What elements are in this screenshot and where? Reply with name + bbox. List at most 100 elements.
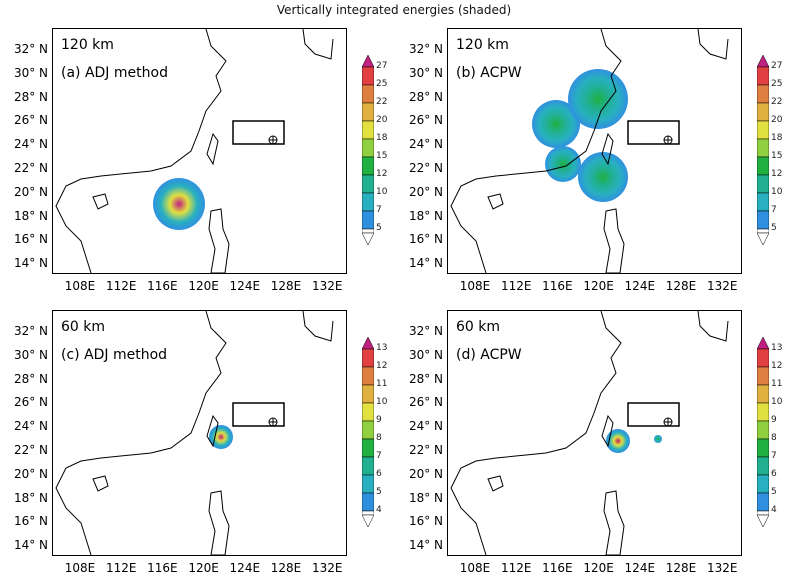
- lat-tick-label: 30° N: [408, 347, 443, 362]
- target-box: [232, 120, 285, 145]
- colorbar-tick-label: 9: [376, 415, 382, 425]
- lat-tick-label: 24° N: [13, 137, 48, 152]
- lat-tick-label: 32° N: [408, 42, 443, 56]
- lat-tick-label: 20° N: [13, 466, 48, 481]
- map-canvas: [450, 29, 729, 273]
- lon-tick-label: 128E: [270, 561, 302, 575]
- lon-tick-label: 116E: [147, 279, 178, 293]
- lat-tick-label: 14° N: [13, 256, 48, 271]
- colorbar-tick-label: 6: [771, 469, 777, 479]
- energy-shading: [209, 425, 233, 449]
- colorbar-tick-label: 25: [376, 79, 388, 89]
- energy-shading: [568, 69, 628, 129]
- energy-shading: [532, 100, 580, 148]
- lon-tick-label: 132E: [706, 279, 738, 293]
- lat-tick-label: 28° N: [408, 89, 443, 104]
- map-panel: 60 km (d) ACPW: [447, 310, 742, 556]
- energy-shading: [578, 152, 628, 202]
- colorbar-tick-label: 15: [771, 151, 783, 161]
- energy-shading: [545, 146, 581, 182]
- colorbar: [756, 54, 770, 246]
- lat-tick-label: 28° N: [13, 89, 48, 104]
- colorbar-tick-label: 9: [771, 415, 777, 425]
- lon-tick-label: 112E: [105, 561, 137, 575]
- colorbar-tick-label: 10: [771, 187, 783, 197]
- lat-tick-label: 24° N: [408, 137, 443, 152]
- panel-resolution: 60 km: [61, 319, 106, 335]
- target-box: [627, 402, 680, 427]
- colorbar-tick-label: 4: [376, 505, 382, 515]
- lat-tick-label: 14° N: [408, 538, 443, 553]
- coastline: [450, 311, 729, 555]
- colorbar-tick-label: 10: [771, 397, 783, 407]
- lon-tick-label: 124E: [624, 561, 656, 575]
- lat-tick-label: 32° N: [408, 324, 443, 338]
- figure-title: Vertically integrated energies (shaded): [276, 3, 512, 17]
- colorbar-tick-label: 22: [376, 97, 388, 107]
- lon-tick-label: 128E: [665, 279, 697, 293]
- colorbar-tick-label: 5: [771, 487, 777, 497]
- lon-tick-label: 120E: [188, 279, 219, 293]
- lat-tick-label: 18° N: [13, 490, 48, 505]
- panel-label: (b) ACPW: [456, 65, 522, 81]
- lon-tick-label: 132E: [311, 561, 343, 575]
- lat-tick-label: 20° N: [13, 184, 48, 199]
- lat-tick-label: 22° N: [408, 161, 443, 175]
- lon-tick-label: 120E: [188, 561, 219, 575]
- lat-tick-label: 14° N: [408, 256, 443, 271]
- lat-tick-label: 22° N: [408, 443, 443, 457]
- lon-tick-label: 128E: [665, 561, 697, 575]
- lat-tick-label: 32° N: [13, 324, 48, 338]
- lat-tick-label: 16° N: [408, 514, 443, 529]
- lat-tick-label: 24° N: [13, 419, 48, 434]
- lat-tick-label: 26° N: [408, 113, 443, 128]
- panel-label: (d) ACPW: [456, 347, 522, 363]
- colorbar-tick-label: 15: [376, 151, 388, 161]
- lon-tick-label: 132E: [311, 279, 343, 293]
- panel-resolution: 120 km: [456, 37, 509, 53]
- map-canvas: [450, 311, 729, 555]
- map-panel: 60 km (c) ADJ method: [52, 310, 347, 556]
- colorbar-tick-label: 12: [771, 361, 783, 371]
- panel-label: (c) ADJ method: [61, 347, 168, 363]
- colorbar-tick-label: 12: [376, 361, 388, 371]
- lon-tick-label: 112E: [105, 279, 137, 293]
- lat-tick-label: 18° N: [408, 490, 443, 505]
- lat-tick-label: 30° N: [408, 65, 443, 80]
- lat-tick-label: 22° N: [13, 161, 48, 175]
- energy-shading: [153, 178, 205, 230]
- colorbar-tick-label: 27: [376, 61, 388, 71]
- energy-shading: [606, 429, 630, 453]
- lon-tick-label: 116E: [542, 561, 573, 575]
- lon-tick-label: 124E: [624, 279, 656, 293]
- colorbar-tick-label: 10: [376, 397, 388, 407]
- lat-tick-label: 20° N: [408, 184, 443, 199]
- colorbar-tick-label: 27: [771, 61, 783, 71]
- lat-tick-label: 16° N: [408, 232, 443, 247]
- target-box: [232, 402, 285, 427]
- lat-tick-label: 28° N: [408, 371, 443, 386]
- colorbar: [756, 336, 770, 528]
- lon-tick-label: 112E: [500, 279, 532, 293]
- colorbar-tick-label: 8: [771, 433, 777, 443]
- lat-tick-label: 16° N: [13, 514, 48, 529]
- colorbar-tick-label: 7: [771, 205, 777, 215]
- colorbar-tick-label: 13: [771, 343, 783, 353]
- coastline: [55, 311, 334, 555]
- panel-resolution: 120 km: [61, 37, 114, 53]
- panel-label: (a) ADJ method: [61, 65, 168, 81]
- coastline: [450, 29, 729, 273]
- colorbar-tick-label: 7: [771, 451, 777, 461]
- lat-tick-label: 14° N: [13, 538, 48, 553]
- colorbar-tick-label: 25: [771, 79, 783, 89]
- lat-tick-label: 18° N: [13, 208, 48, 223]
- lon-tick-label: 116E: [542, 279, 573, 293]
- map-panel: 120 km (b) ACPW: [447, 28, 742, 274]
- lon-tick-label: 132E: [706, 561, 738, 575]
- lon-tick-label: 124E: [229, 561, 261, 575]
- lon-tick-label: 124E: [229, 279, 261, 293]
- lon-tick-label: 108E: [64, 561, 96, 575]
- lon-tick-label: 120E: [583, 561, 614, 575]
- colorbar-tick-label: 5: [376, 223, 382, 233]
- lon-tick-label: 128E: [270, 279, 302, 293]
